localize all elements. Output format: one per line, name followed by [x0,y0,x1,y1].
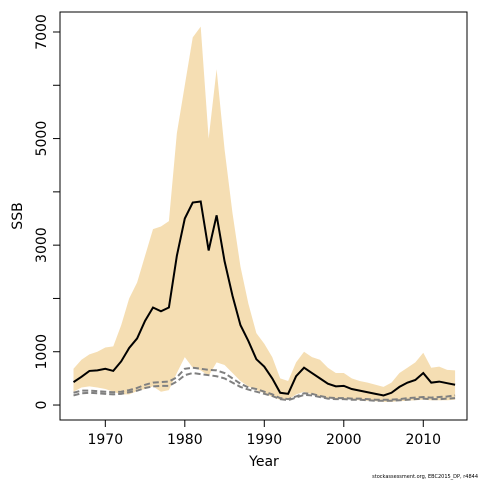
y-tick-label: 3000 [34,227,50,263]
series-line [73,372,456,402]
footnote: stockassessment.org, EBC2015_DP, r4844 [372,474,478,480]
y-tick-label: 5000 [34,121,50,157]
y-tick-label: 0 [34,401,50,410]
x-tick-label: 2010 [405,432,441,448]
x-tick-label: 2000 [326,432,362,448]
y-tick-label: 1000 [34,334,50,370]
y-tick-label: 7000 [34,14,50,50]
x-tick-label: 1980 [167,432,203,448]
series-line [72,200,456,397]
x-tick-label: 1970 [87,432,123,448]
x-tick-label: 1990 [246,432,282,448]
series-line [73,366,456,401]
y-axis-label: SSB [10,202,26,229]
x-axis-label: Year [248,454,279,470]
